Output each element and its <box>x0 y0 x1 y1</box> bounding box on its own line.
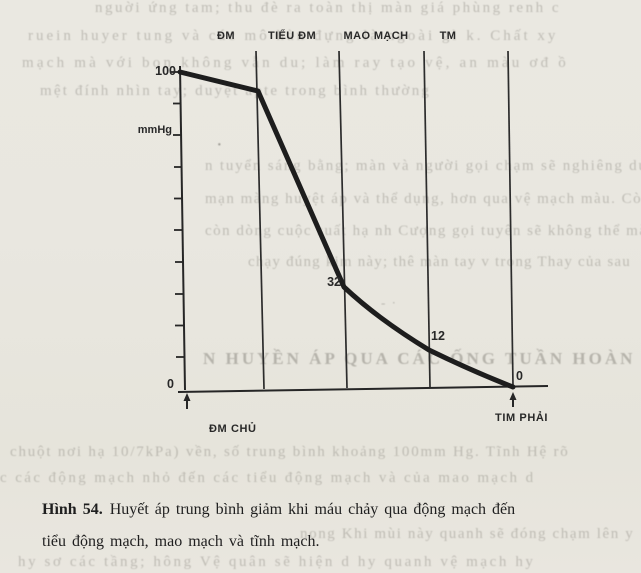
caption-line-2: tiểu động mạch, mao mạch và tĩnh mạch. <box>42 533 320 550</box>
value-label-0: 0 <box>516 369 523 383</box>
bleedthrough-text: còn dòng cuộc suất hạ nh Cượng gọi tuyên… <box>205 223 641 239</box>
divider-maomach-tm <box>423 50 431 388</box>
bleedthrough-text: hy sơ các tầng; hông Vệ quân sẽ hiện d h… <box>18 554 536 570</box>
bleedthrough-text: chuột nơi hạ 10/7kPa) vền, số trung bình… <box>10 444 570 460</box>
divider-tm-end <box>507 50 514 387</box>
column-header-tm: TM <box>439 30 457 42</box>
bleedthrough-text: - · <box>381 295 398 310</box>
column-header-dm: ĐM <box>217 30 235 42</box>
y-axis-label-0: 0 <box>167 377 174 391</box>
section-dividers <box>255 50 514 390</box>
caption-text-1: Huyết áp trung bình giảm khi máu chảy qu… <box>109 501 516 518</box>
divider-tieudm-maomach <box>338 50 348 389</box>
divider-dm-tieudm <box>255 50 265 390</box>
bleedthrough-text: nong Khi mùi này quanh sẽ đóng chạm lên … <box>300 526 635 542</box>
bleedthrough-text: ruein huyer tung và các mô hàn đựng là n… <box>28 28 559 44</box>
x-annotation-tim-phai: TIM PHẢI <box>495 412 549 424</box>
bleedthrough-text: mệt đính nhìn tay; duyệt apte trong bình… <box>40 83 432 99</box>
y-axis-unit-label: mmHg <box>137 124 172 136</box>
x-axis <box>177 385 549 393</box>
bleedthrough-text: · <box>216 134 225 156</box>
pressure-curve <box>177 69 516 390</box>
arrow-right-heart-icon <box>509 392 517 407</box>
bleedthrough-text: c các động mạch nhỏ đến các tiểu động mạ… <box>0 470 536 486</box>
value-label-32: 32 <box>327 275 341 289</box>
bleedthrough-text: n tuyển sáng bằng; màn và người gọi chạm… <box>205 158 641 174</box>
bleedthrough-text: N HUYỀN ÁP QUA CÁC ỐNG TUẦN HOÀN N <box>203 349 641 368</box>
y-axis <box>179 65 186 391</box>
bleedthrough-text: nguời ứng tam; thu đè ra toàn thị màn gi… <box>95 0 561 16</box>
x-annotation-dm-chu: ĐM CHỦ <box>209 423 257 435</box>
column-header-mao-mach: MAO MẠCH <box>343 30 409 42</box>
column-header-tieu-dm: TIỂU ĐM <box>267 30 317 42</box>
value-label-12: 12 <box>431 329 445 343</box>
y-axis-label-100: 100 <box>155 64 176 78</box>
figure-caption: Hình 54. Huyết áp trung bình giảm khi máu… <box>42 494 602 558</box>
bleedthrough-text: mạch mà với bọn không vẫn du; làm ray tạ… <box>22 55 569 71</box>
figure-number-label: Hình 54. <box>42 501 103 518</box>
arrow-aorta-icon <box>183 393 191 409</box>
caption-line-1: Hình 54. Huyết áp trung bình giảm khi máu… <box>42 494 602 526</box>
bleedthrough-text: mạn màng huyệt áp và thể dụng, hơn qua v… <box>205 191 641 207</box>
